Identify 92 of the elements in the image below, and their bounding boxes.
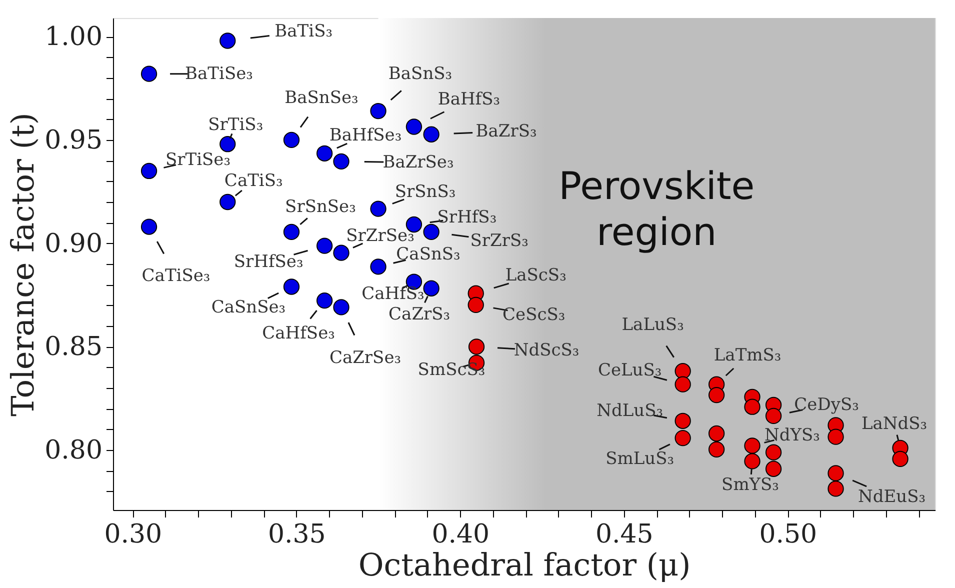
annotation: CaSnS₃ <box>396 244 460 265</box>
annotation: SrTiS₃ <box>208 115 264 136</box>
y-axis-title: Tolerance factor (t) <box>6 112 42 416</box>
annotation: BaHfSe₃ <box>329 125 402 146</box>
annotation: LaLuS₃ <box>622 315 684 336</box>
point <box>828 465 844 482</box>
annotation: CeLuS₃ <box>598 360 662 380</box>
annotation: SrZrS₃ <box>470 230 528 251</box>
annotation: BaTiS₃ <box>274 22 333 42</box>
point <box>283 224 300 240</box>
annotation: CaHfSe₃ <box>262 324 335 344</box>
annotation: LaNdS₃ <box>861 414 928 434</box>
y-tick-label: 0.90 <box>44 228 102 259</box>
y-tick-label: 0.85 <box>44 332 102 362</box>
annotation: NdLuS₃ <box>596 400 664 421</box>
point <box>220 136 236 152</box>
annotation: LaTmS₃ <box>714 345 782 366</box>
point <box>423 224 440 240</box>
point <box>765 408 782 424</box>
point <box>468 296 484 313</box>
point <box>828 480 844 497</box>
x-tick-label: 0.30 <box>104 520 162 550</box>
band-label: Perovskite region <box>558 164 755 254</box>
point <box>744 398 760 415</box>
annotation: NdYS₃ <box>764 426 820 446</box>
point <box>674 376 691 392</box>
point <box>674 363 691 380</box>
point <box>283 132 300 148</box>
point <box>892 450 908 468</box>
y-tick-label: 0.80 <box>44 436 102 466</box>
annotation: BaTiSe₃ <box>185 64 253 84</box>
point <box>674 430 691 446</box>
point <box>765 444 782 460</box>
x-tick-label: 0.50 <box>759 520 818 550</box>
point <box>316 238 333 254</box>
annotation: BaZrSe₃ <box>382 152 454 172</box>
annotation: SrHfSe₃ <box>234 252 304 272</box>
annotation: CaZrSe₃ <box>329 348 402 368</box>
point <box>423 126 440 142</box>
point <box>423 280 440 296</box>
annotation: CeScS₃ <box>502 304 566 325</box>
point <box>333 153 350 170</box>
point <box>220 32 236 49</box>
annotation: BaSnS₃ <box>388 64 452 84</box>
point <box>406 118 422 135</box>
annotation: SrZrSe₃ <box>346 226 414 246</box>
point <box>744 438 760 454</box>
point <box>316 145 333 162</box>
annotation: SmLuS₃ <box>606 449 674 470</box>
annotation: CaZrS₃ <box>388 304 450 324</box>
point <box>316 292 333 309</box>
annotation: CaHfS₃ <box>362 284 424 304</box>
point <box>708 425 725 442</box>
x-tick-label: 0.40 <box>432 520 490 550</box>
point <box>333 244 350 261</box>
point <box>140 162 158 180</box>
y-tick-label: 0.95 <box>44 125 102 156</box>
point <box>283 278 300 295</box>
point <box>708 386 725 404</box>
annotation: CaTiSe₃ <box>142 266 210 286</box>
x-tick-label: 0.35 <box>268 520 326 550</box>
point <box>708 441 725 458</box>
point <box>744 453 760 470</box>
annotation: BaSnSe₃ <box>284 88 358 108</box>
point <box>370 258 386 275</box>
annotation: LaScS₃ <box>505 265 566 286</box>
annotation: CaTiS₃ <box>224 170 283 191</box>
annotation: CaSnSe₃ <box>211 298 286 318</box>
annotation: BaZrS₃ <box>476 121 537 142</box>
point <box>220 194 236 210</box>
annotation: SrSnSe₃ <box>285 196 356 217</box>
annotation: NdScS₃ <box>514 340 580 361</box>
point <box>370 102 386 120</box>
point <box>140 66 158 82</box>
point <box>140 218 158 235</box>
annotation: SrSnS₃ <box>394 182 456 202</box>
y-tick-label: 1.00 <box>44 22 102 52</box>
point <box>370 200 386 217</box>
point <box>828 428 844 445</box>
point <box>333 299 350 316</box>
point <box>468 338 485 355</box>
annotation: BaHfS₃ <box>438 90 500 110</box>
x-tick-label: 0.45 <box>595 520 654 550</box>
annotation: SmYS₃ <box>722 475 779 496</box>
annotation: NdEuS₃ <box>858 487 926 508</box>
annotation: CeDyS₃ <box>794 394 859 415</box>
point <box>765 460 782 477</box>
x-axis-title: Octahedral factor (μ) <box>358 548 691 584</box>
point <box>674 412 691 429</box>
annotation: SrTiSe₃ <box>165 150 231 170</box>
annotation: SrHfS₃ <box>437 208 497 228</box>
annotation: SmScS₃ <box>418 360 486 380</box>
